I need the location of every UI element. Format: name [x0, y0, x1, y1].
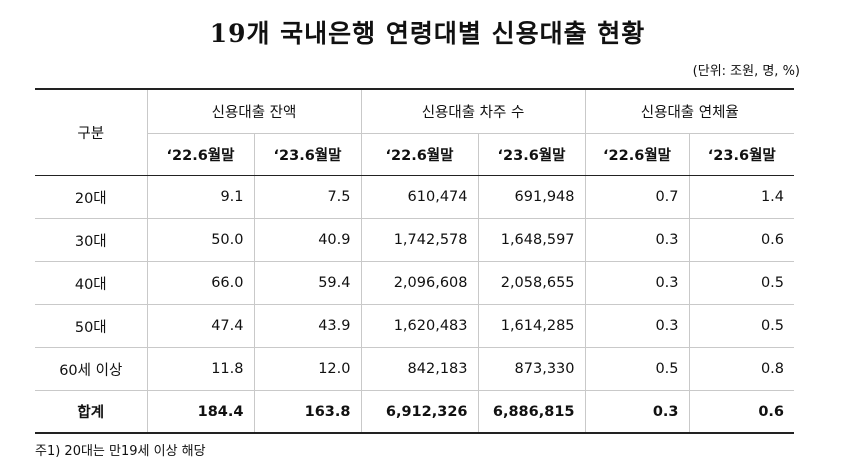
header-period: ‘23.6월말	[689, 133, 795, 176]
total-row: 합계 184.4 163.8 6,912,326 6,886,815 0.3 0…	[35, 390, 795, 434]
table-cell: 1.4	[689, 175, 795, 219]
table-cell: 9.1	[147, 175, 255, 219]
footnote: 주1) 20대는 만19세 이상 해당	[35, 444, 206, 459]
header-period: ‘23.6월말	[254, 133, 362, 176]
table-cell: 1,614,285	[478, 304, 586, 348]
row-label: 60세 이상	[35, 347, 148, 391]
table-cell: 0.6	[689, 218, 795, 262]
table-row: 20대 9.1 7.5 610,474 691,948 0.7 1.4	[35, 175, 795, 219]
table-row: 40대 66.0 59.4 2,096,608 2,058,655 0.3 0.…	[35, 261, 795, 305]
table-cell: 0.5	[689, 261, 795, 305]
table-cell: 7.5	[254, 175, 362, 219]
table-cell: 1,620,483	[361, 304, 479, 348]
header-group-delinquency: 신용대출 연체율	[585, 88, 795, 134]
table-cell: 0.3	[585, 218, 690, 262]
table-cell: 12.0	[254, 347, 362, 391]
table-row: 50대 47.4 43.9 1,620,483 1,614,285 0.3 0.…	[35, 304, 795, 348]
table-cell: 873,330	[478, 347, 586, 391]
row-label: 30대	[35, 218, 148, 262]
header-period: ‘22.6월말	[361, 133, 479, 176]
table-cell: 2,096,608	[361, 261, 479, 305]
total-cell: 184.4	[147, 390, 255, 434]
table-row: 30대 50.0 40.9 1,742,578 1,648,597 0.3 0.…	[35, 218, 795, 262]
header-period: ‘22.6월말	[585, 133, 690, 176]
total-cell: 0.3	[585, 390, 690, 434]
table-cell: 0.3	[585, 304, 690, 348]
total-cell: 6,912,326	[361, 390, 479, 434]
table-cell: 40.9	[254, 218, 362, 262]
table-cell: 0.7	[585, 175, 690, 219]
row-label: 40대	[35, 261, 148, 305]
total-cell: 0.6	[689, 390, 795, 434]
table-cell: 43.9	[254, 304, 362, 348]
table-cell: 59.4	[254, 261, 362, 305]
total-cell: 6,886,815	[478, 390, 586, 434]
table-cell: 0.8	[689, 347, 795, 391]
unit-note: (단위: 조원, 명, %)	[692, 64, 800, 79]
row-label: 20대	[35, 175, 148, 219]
header-category: 구분	[35, 88, 148, 176]
table-cell: 2,058,655	[478, 261, 586, 305]
page-title: 19개 국내은행 연령대별 신용대출 현황	[209, 19, 646, 48]
header-group-borrowers: 신용대출 차주 수	[361, 88, 586, 134]
header-group-balance: 신용대출 잔액	[147, 88, 362, 134]
table-cell: 11.8	[147, 347, 255, 391]
table-cell: 47.4	[147, 304, 255, 348]
table-cell: 0.5	[585, 347, 690, 391]
table-cell: 50.0	[147, 218, 255, 262]
total-label: 합계	[35, 390, 148, 434]
table-cell: 0.5	[689, 304, 795, 348]
loan-table: 구분 신용대출 잔액 신용대출 차주 수 신용대출 연체율 ‘22.6월말 ‘2…	[35, 88, 795, 434]
table-cell: 842,183	[361, 347, 479, 391]
total-cell: 163.8	[254, 390, 362, 434]
table-cell: 1,648,597	[478, 218, 586, 262]
table-cell: 1,742,578	[361, 218, 479, 262]
table-cell: 66.0	[147, 261, 255, 305]
header-period: ‘22.6월말	[147, 133, 255, 176]
table-row: 60세 이상 11.8 12.0 842,183 873,330 0.5 0.8	[35, 347, 795, 391]
table-cell: 610,474	[361, 175, 479, 219]
table-cell: 0.3	[585, 261, 690, 305]
header-period: ‘23.6월말	[478, 133, 586, 176]
row-label: 50대	[35, 304, 148, 348]
table-cell: 691,948	[478, 175, 586, 219]
